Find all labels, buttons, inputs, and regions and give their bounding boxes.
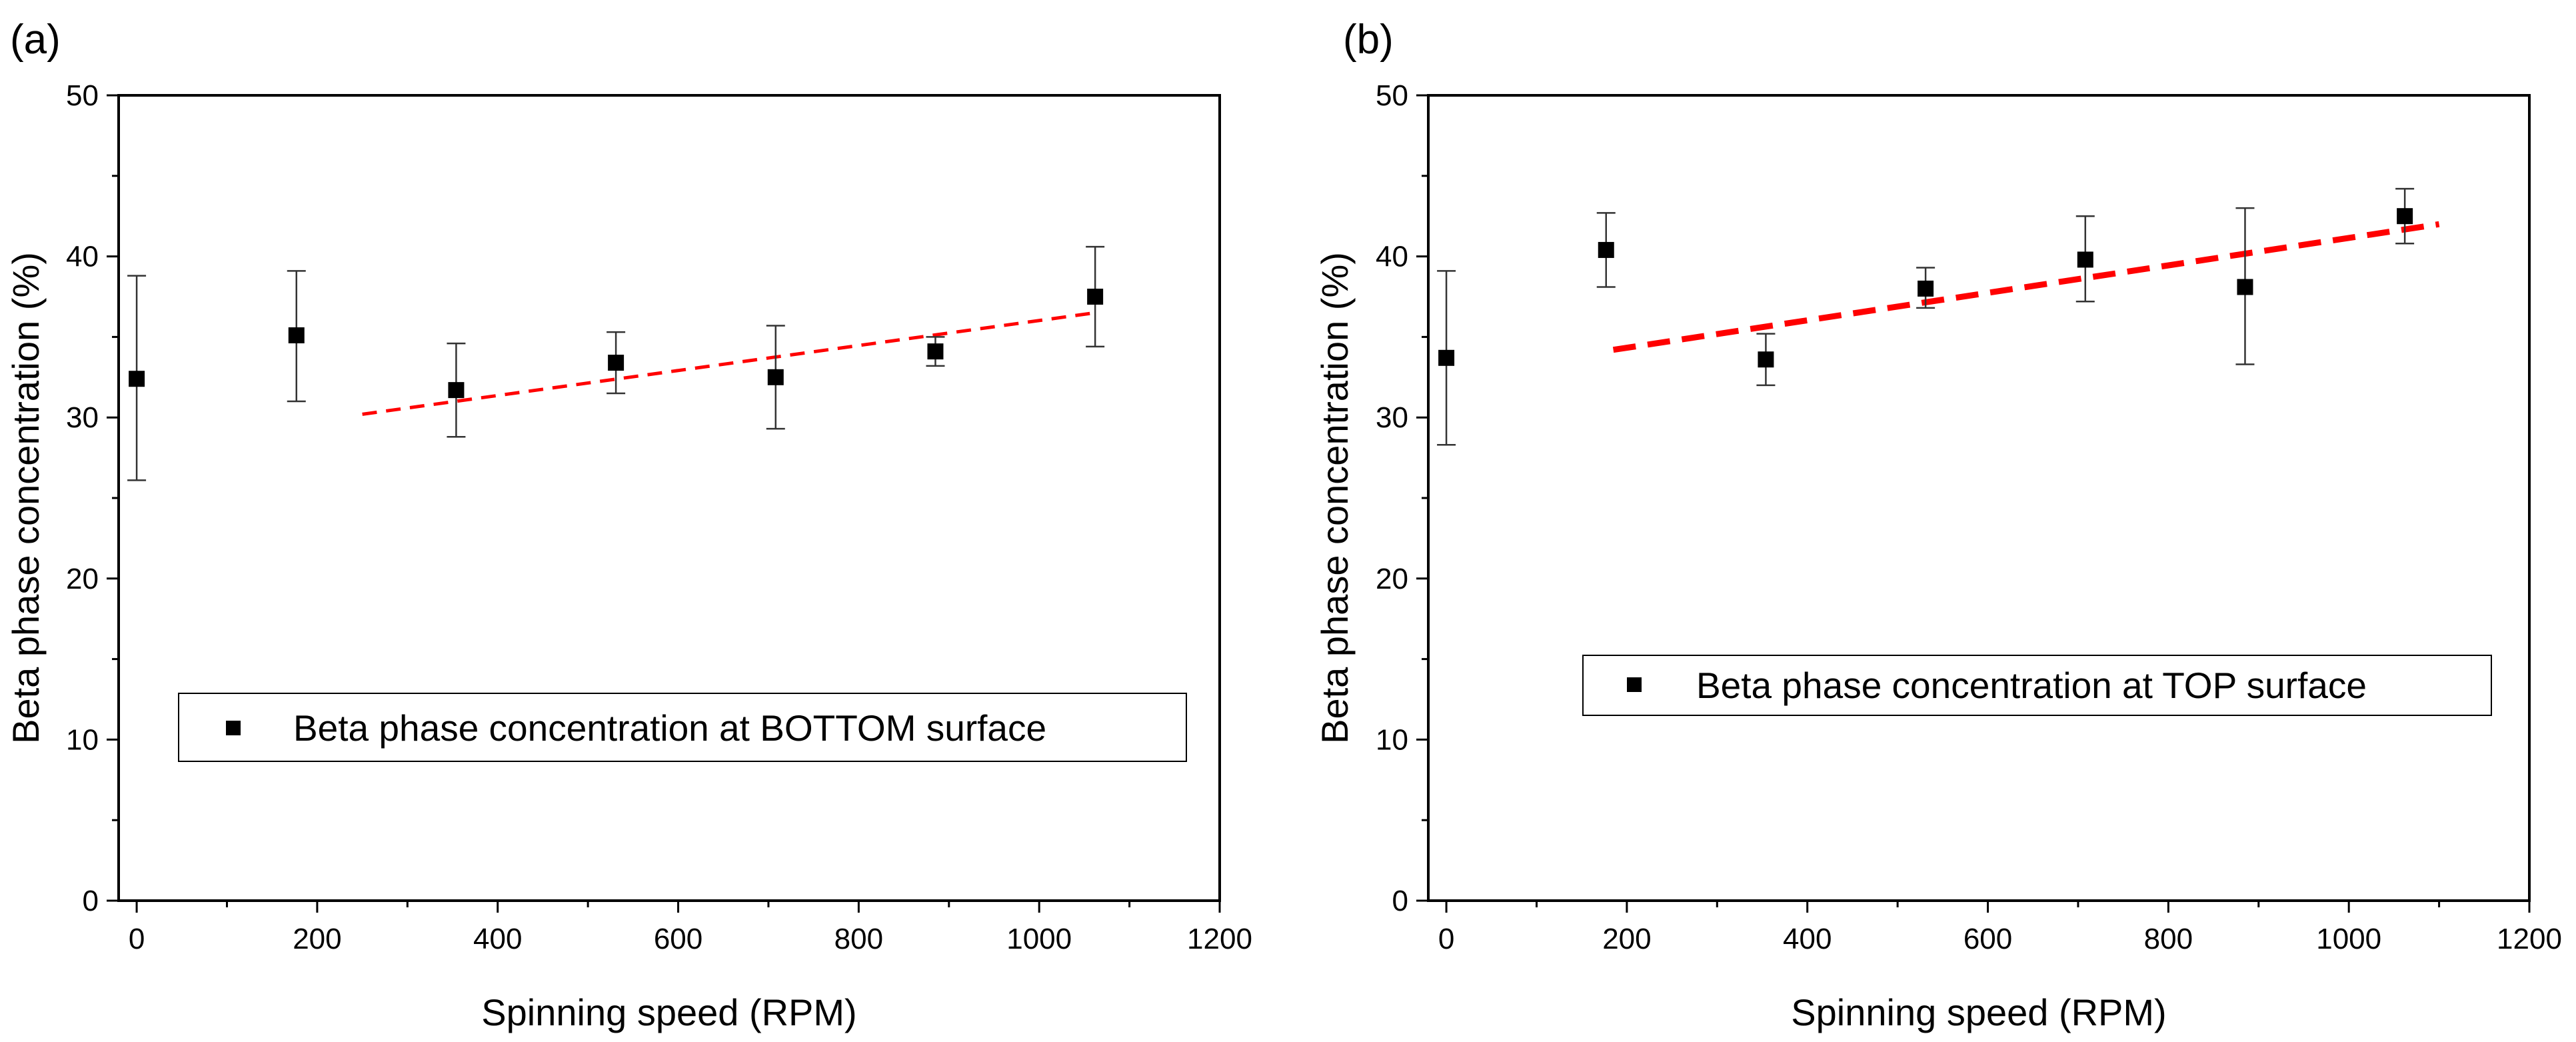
x-axis-label-b: Spinning speed (RPM)	[1791, 991, 2166, 1033]
x-tick-label-b: 800	[2144, 923, 2193, 955]
panel-label-a: (a)	[10, 17, 61, 63]
data-point-b	[2397, 208, 2413, 225]
y-tick-label-b: 0	[1392, 885, 1408, 917]
y-axis-label-b: Beta phase concentration (%)	[1314, 252, 1356, 744]
data-point-a	[767, 369, 784, 385]
y-tick-label-a: 10	[66, 723, 99, 756]
legend-box-a	[178, 693, 1187, 762]
data-point-a	[608, 355, 625, 371]
data-point-b	[1758, 351, 1774, 368]
y-tick-label-a: 0	[83, 885, 99, 917]
x-tick-label-a: 1000	[1006, 923, 1072, 955]
y-axis-label-a: Beta phase concentration (%)	[5, 252, 47, 744]
x-tick-label-a: 400	[473, 923, 522, 955]
y-tick-label-b: 40	[1376, 241, 1408, 273]
data-point-b	[1598, 241, 1614, 258]
x-tick-label-b: 1000	[2316, 923, 2381, 955]
x-tick-label-a: 200	[293, 923, 341, 955]
y-tick-label-a: 50	[66, 79, 99, 112]
plot-frame-b	[1427, 94, 2531, 902]
y-tick-label-a: 20	[66, 563, 99, 595]
x-tick-label-b: 600	[1963, 923, 2012, 955]
legend-b: Beta phase concentration at TOP surface	[1582, 655, 2492, 716]
y-tick-label-b: 20	[1376, 563, 1408, 595]
x-tick-label-a: 600	[654, 923, 702, 955]
y-tick-label-b: 10	[1376, 723, 1408, 756]
y-tick-label-a: 40	[66, 241, 99, 273]
data-point-b	[1438, 349, 1455, 366]
data-point-b	[1918, 280, 1934, 297]
legend-marker-b	[1627, 677, 1642, 692]
data-point-a	[448, 382, 465, 399]
plot-frame-a	[117, 94, 1221, 902]
x-tick-label-a: 1200	[1187, 923, 1252, 955]
x-tick-label-b: 400	[1783, 923, 1832, 955]
data-point-a	[288, 327, 305, 343]
legend-a: Beta phase concentration at BOTTOM surfa…	[178, 693, 1187, 762]
x-tick-label-b: 200	[1602, 923, 1651, 955]
data-point-a	[1087, 289, 1104, 305]
x-tick-label-b: 0	[1438, 923, 1454, 955]
panel-label-b: (b)	[1343, 17, 1394, 63]
legend-label-b: Beta phase concentration at TOP surface	[1696, 665, 2367, 706]
legend-box-b	[1582, 655, 2492, 716]
data-point-a	[129, 371, 145, 387]
fit-line-b	[1612, 221, 2440, 353]
data-point-b	[2077, 251, 2093, 268]
x-axis-label-a: Spinning speed (RPM)	[481, 991, 856, 1033]
y-tick-label-a: 30	[66, 401, 99, 434]
chart-marks-b: 0 200 400 600 800 1000 1200 0 10 20 30 40 50	[1376, 79, 2562, 955]
x-tick-label-a: 0	[129, 923, 145, 955]
legend-label-a: Beta phase concentration at BOTTOM surfa…	[293, 707, 1046, 749]
fit-line-a	[362, 311, 1096, 416]
chart-panel-b: (b) 0 200 400 600 800 1000 1200 0 10 20 30 40 50 Bet…	[1314, 17, 2562, 1033]
data-point-b	[2237, 279, 2253, 295]
chart-marks-a: 0 200 400 600 800 1000 1200 0 10 20 30 40 50	[66, 79, 1252, 955]
x-tick-label-a: 800	[834, 923, 883, 955]
x-tick-label-b: 1200	[2497, 923, 2562, 955]
legend-marker-a	[226, 721, 241, 735]
y-tick-label-b: 50	[1376, 79, 1408, 112]
y-tick-label-b: 30	[1376, 401, 1408, 434]
chart-panel-a: (a) 0 200 400 600 800 1000 1200 0 10 20 30 40 50 Bet…	[5, 17, 1252, 1033]
data-point-a	[927, 343, 944, 360]
